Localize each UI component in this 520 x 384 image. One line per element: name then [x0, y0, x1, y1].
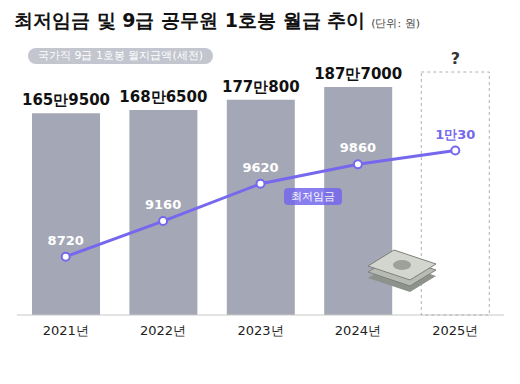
- svg-text:9860: 9860: [340, 140, 376, 155]
- svg-text:1만30: 1만30: [435, 127, 475, 142]
- html-text:국가직 9급 1호봉 월지급액(세전): 국가직 9급 1호봉 월지급액(세전): [38, 49, 204, 62]
- svg-text:2023년: 2023년: [237, 323, 283, 338]
- svg-text:165만9500: 165만9500: [22, 91, 110, 109]
- svg-text:2024년: 2024년: [335, 323, 381, 338]
- svg-text:168만6500: 168만6500: [119, 88, 207, 106]
- svg-text:9620: 9620: [242, 160, 278, 175]
- svg-text:187만7000: 187만7000: [314, 65, 402, 83]
- html-text:최저임금 및 9급 공무원 1호봉 월급 추이 (단위: 원: 최저임금 및 9급 공무원 1호봉 월급 추이 (단위: 원): [14, 9, 420, 31]
- svg-text:2025년: 2025년: [432, 323, 478, 338]
- html-text:최저임금: 최저임금: [291, 190, 335, 203]
- svg-text:8720: 8720: [48, 233, 84, 248]
- svg-text:177만800: 177만800: [222, 78, 300, 96]
- svg-text:?: ?: [451, 49, 460, 68]
- svg-text:2021년: 2021년: [43, 323, 89, 338]
- svg-text:2022년: 2022년: [140, 323, 186, 338]
- svg-text:9160: 9160: [145, 197, 181, 212]
